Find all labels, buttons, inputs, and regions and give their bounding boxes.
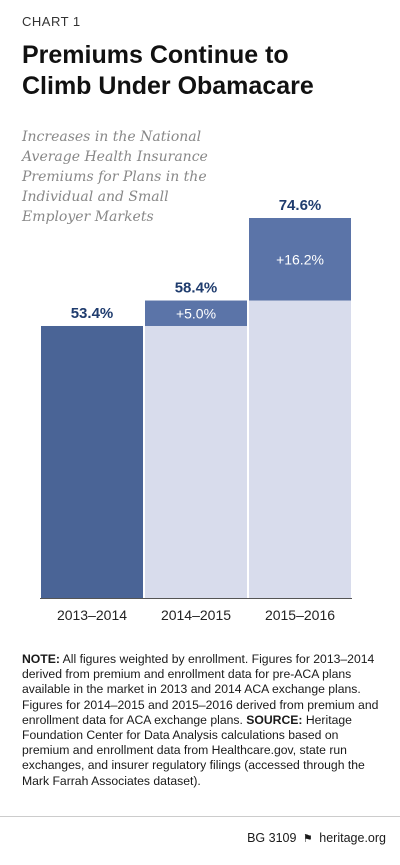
notes-block: NOTE: All figures weighted by enrollment…	[22, 652, 384, 789]
value-label-1: 58.4%	[175, 280, 218, 297]
bar-increment-2	[249, 218, 351, 301]
footer-divider	[0, 816, 400, 817]
source-label: SOURCE:	[246, 712, 303, 727]
bar-carryover-2	[249, 300, 351, 598]
chart-number-label: CHART 1	[22, 14, 81, 29]
report-id: BG 3109	[247, 831, 297, 845]
chart-subtitle: Increases in the National Average Health…	[22, 129, 208, 225]
liberty-bell-icon: ⚑	[302, 833, 313, 845]
bar-increment-1	[145, 300, 247, 326]
bar-carryover-1	[145, 325, 247, 598]
category-label-1: 2014–2015	[161, 607, 231, 623]
category-label-2: 2015–2016	[265, 607, 335, 623]
chart-title: Premiums Continue to Climb Under Obamaca…	[22, 40, 382, 102]
title-line-2: Climb Under Obamacare	[22, 72, 314, 100]
title-line-1: Premiums Continue to	[22, 41, 289, 69]
increment-label-1: +5.0%	[176, 305, 216, 321]
category-label-0: 2013–2014	[57, 607, 127, 623]
value-label-0: 53.4%	[71, 305, 114, 322]
note-label: NOTE:	[22, 652, 60, 666]
source-text: Heritage Foundation Center for Data Anal…	[22, 712, 365, 788]
note-text: All figures weighted by enrollment. Figu…	[22, 652, 379, 727]
site-name: heritage.org	[319, 831, 386, 845]
bar-chart: 53.4% 2013–2014 +5.0% 58.4% 2014–2015 +16.2% 7…	[40, 197, 352, 623]
increment-label-2: +16.2%	[276, 251, 324, 267]
footer: BG 3109 ⚑ heritage.org	[247, 831, 386, 845]
value-label-2: 74.6%	[279, 197, 322, 214]
bar-0	[41, 325, 143, 598]
